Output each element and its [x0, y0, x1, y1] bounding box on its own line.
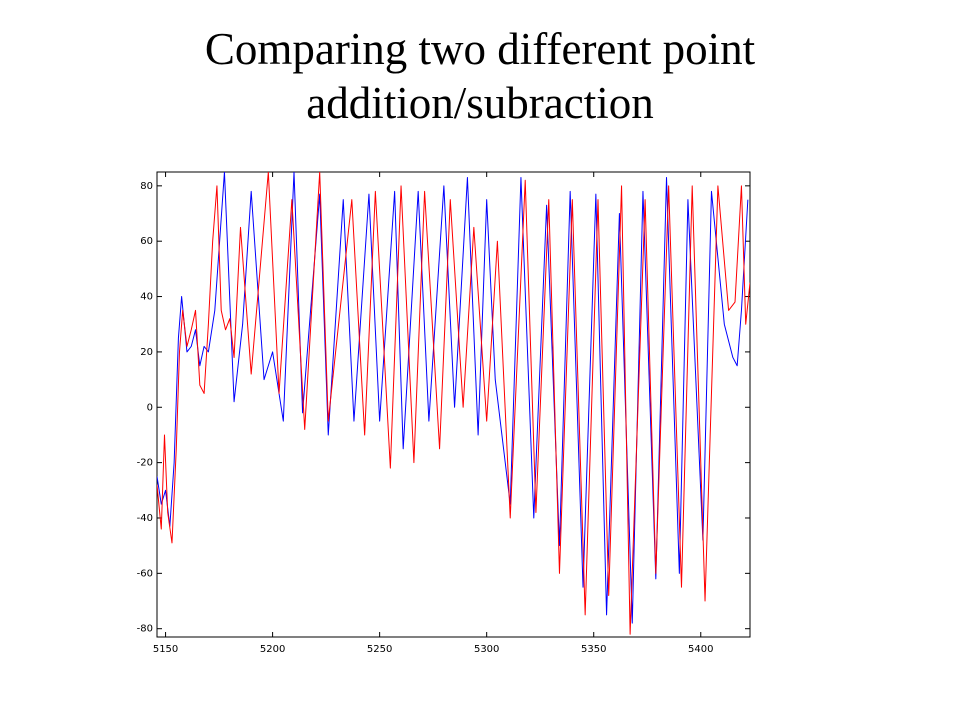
x-tick-label: 5350 — [581, 644, 606, 655]
x-tick-label: 5150 — [153, 644, 178, 655]
data-line — [157, 172, 750, 635]
x-tick-label: 5200 — [260, 644, 285, 655]
y-tick-label: 60 — [140, 236, 153, 247]
y-tick-label: -60 — [137, 568, 153, 579]
y-tick-label: -80 — [137, 624, 153, 635]
y-tick-label: -40 — [137, 513, 153, 524]
slide-title: Comparing two different point addition/s… — [204, 24, 756, 128]
x-tick-label: 5300 — [474, 644, 499, 655]
y-tick-label: -20 — [137, 458, 153, 469]
y-tick-label: 40 — [140, 292, 153, 303]
y-tick-label: 20 — [140, 347, 153, 358]
x-tick-label: 5250 — [367, 644, 392, 655]
y-tick-label: 0 — [147, 402, 153, 413]
x-tick-label: 5400 — [688, 644, 713, 655]
y-tick-label: 80 — [140, 181, 153, 192]
